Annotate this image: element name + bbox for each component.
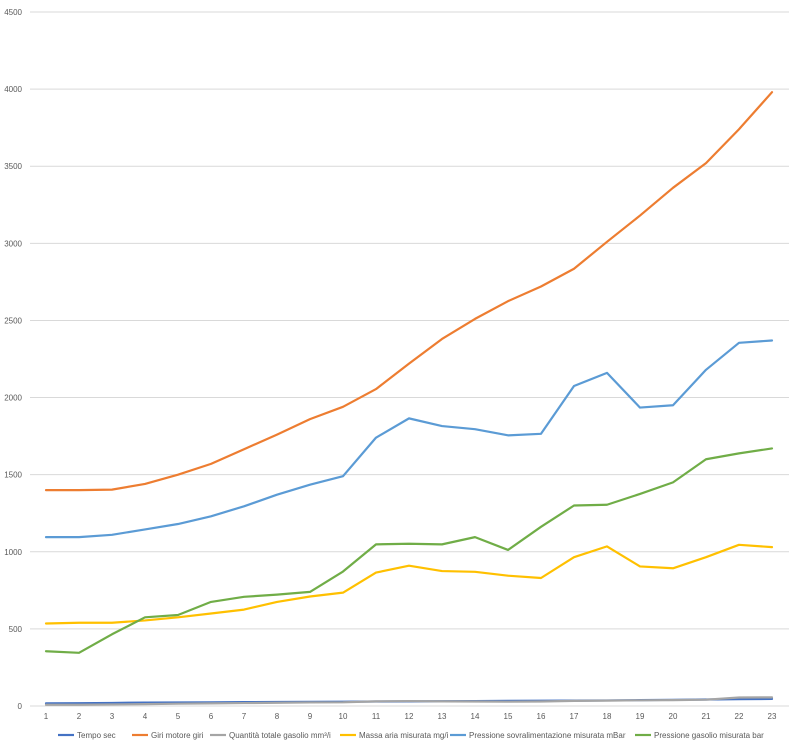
x-tick-label: 21: [702, 712, 711, 721]
legend-label: Pressione sovralimentazione misurata mBa…: [469, 731, 626, 740]
x-tick-label: 16: [537, 712, 546, 721]
x-tick-label: 14: [471, 712, 480, 721]
legend-label: Giri motore giri: [151, 731, 204, 740]
x-tick-label: 1: [44, 712, 49, 721]
legend-item: Massa aria misurata mg/i: [340, 731, 449, 740]
x-tick-label: 20: [669, 712, 678, 721]
legend-label: Tempo sec: [77, 731, 116, 740]
x-tick-label: 8: [275, 712, 280, 721]
x-tick-label: 6: [209, 712, 214, 721]
legend-item: Tempo sec: [58, 731, 116, 740]
y-tick-label: 2000: [4, 394, 22, 403]
legend-label: Massa aria misurata mg/i: [359, 731, 449, 740]
legend-item: Pressione gasolio misurata bar: [635, 731, 764, 740]
x-tick-label: 13: [438, 712, 447, 721]
legend-label: Pressione gasolio misurata bar: [654, 731, 764, 740]
y-tick-label: 4500: [4, 8, 22, 17]
series-group: [44, 447, 774, 654]
y-tick-label: 500: [9, 625, 23, 634]
y-tick-label: 1500: [4, 471, 22, 480]
x-tick-label: 22: [735, 712, 744, 721]
y-tick-label: 2500: [4, 316, 22, 325]
x-tick-label: 7: [242, 712, 247, 721]
y-tick-label: 1000: [4, 548, 22, 557]
series-group: [44, 543, 774, 625]
x-axis: 1 2 3 4 5 6 7 8 9 10 11 12 13 14 15 16 17 18 19 20 21 22 23: [44, 712, 777, 721]
x-tick-label: 15: [504, 712, 513, 721]
x-tick-label: 2: [77, 712, 82, 721]
series-line: [44, 447, 774, 654]
x-tick-label: 10: [339, 712, 348, 721]
legend-item: Giri motore giri: [132, 731, 204, 740]
series-line: [44, 91, 774, 492]
x-tick-label: 19: [636, 712, 645, 721]
series-group: [44, 339, 774, 539]
series-lines: [44, 91, 774, 706]
x-tick-label: 5: [176, 712, 181, 721]
series-line: [44, 339, 774, 539]
x-tick-label: 3: [110, 712, 115, 721]
legend-label: Quantità totale gasolio mm³/i: [229, 731, 331, 740]
y-tick-label: 0: [18, 702, 23, 711]
x-tick-label: 9: [308, 712, 313, 721]
series-line: [44, 543, 774, 625]
y-tick-label: 3000: [4, 239, 22, 248]
x-tick-label: 18: [603, 712, 612, 721]
y-axis: 0 500 1000 1500 2000 2500 3000 3500 4000 4500: [4, 8, 22, 711]
x-tick-label: 11: [372, 712, 381, 721]
series-group: [44, 696, 774, 706]
legend-item: Pressione sovralimentazione misurata mBa…: [450, 731, 626, 740]
y-tick-label: 4000: [4, 85, 22, 94]
legend-item: Quantità totale gasolio mm³/i: [210, 731, 331, 740]
y-tick-label: 3500: [4, 162, 22, 171]
gridlines: [30, 11, 789, 707]
x-tick-label: 23: [768, 712, 777, 721]
x-tick-label: 17: [570, 712, 579, 721]
series-group: [44, 91, 774, 492]
x-tick-label: 4: [143, 712, 148, 721]
x-tick-label: 12: [405, 712, 414, 721]
legend: Tempo sec Giri motore giri Quantità totale…: [58, 731, 764, 740]
